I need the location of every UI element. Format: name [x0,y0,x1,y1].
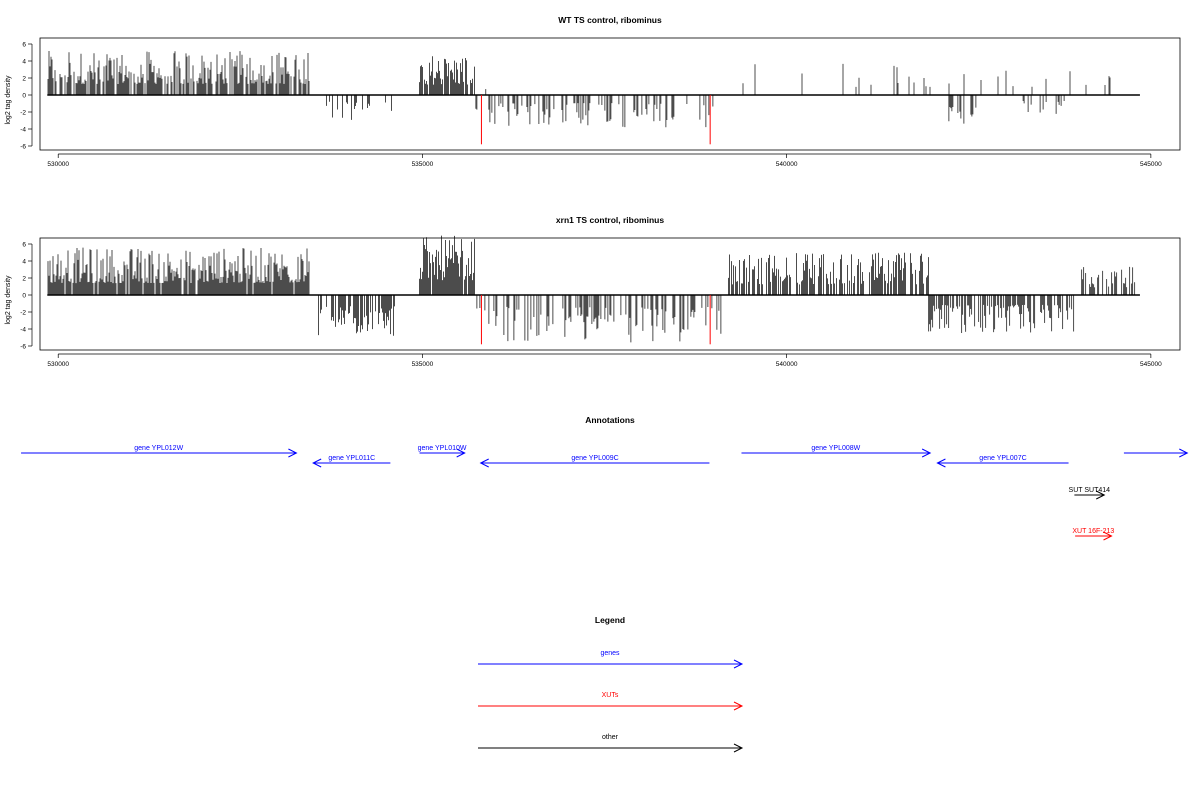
y-tick-label: 6 [22,42,26,49]
plot-frame [39,37,1181,151]
y-tick-label: -4 [20,327,26,334]
track-panel-xrn1: xrn1 TS control, ribominus log2 tag dens… [5,215,1181,369]
feature-arrow-arrowhead [1096,490,1106,500]
track-bars [47,235,1140,345]
feature-arrow-arrowhead [921,448,932,458]
y-tick-label: 6 [22,242,26,249]
x-tick-label: 545000 [1140,361,1162,368]
feature-arrow-arrowhead [936,458,946,468]
feature: gene YPL010W [418,445,467,458]
panel-title: xrn1 TS control, ribominus [556,215,664,225]
feature: SUT SUT414 [1069,487,1111,500]
feature-label: gene YPL008W [811,445,860,452]
y-tick-label: 0 [22,293,26,300]
x-tick-label: 535000 [412,161,434,168]
plot-frame [39,237,1181,351]
feature: gene YPL007C [936,455,1069,468]
feature: gene YPL009C [479,455,710,468]
panel-title: WT TS control, ribominus [558,15,662,25]
track-axes: -6 -4 -2 0 2 4 6 530000 535000 540000 545000 [20,242,1162,369]
feature-label: gene YPL010W [418,445,467,452]
x-tick-label: 535000 [412,361,434,368]
legend-label: XUTs [602,692,619,699]
y-tick-label: 4 [22,59,26,66]
feature-label: SUT SUT414 [1069,487,1111,494]
x-tick-label: 540000 [776,161,798,168]
feature-arrow-arrowhead [312,458,322,468]
track-bars [47,51,1140,145]
feature: gene YPL011C [312,455,391,468]
feature-arrow-arrowhead [288,448,298,458]
y-tick-label: -6 [20,144,26,151]
legend-arrow-arrowhead [733,701,744,711]
legend-items: genes XUTs other [478,650,744,753]
legend-item: other [478,734,744,753]
feature: XUT 16F-213 [1072,528,1114,541]
feature-label: gene YPL011C [328,455,375,462]
y-axis-label: log2 tag density [5,275,12,325]
feature: gene YPL012W [21,445,298,458]
x-tick-label: 530000 [47,161,69,168]
y-tick-label: -2 [20,110,26,117]
y-axis-label: log2 tag density [5,75,12,125]
feature-arrow-arrowhead [1179,448,1189,458]
feature-track: gene YPL012W gene YPL011C gene YPL010W gene… [21,445,1189,541]
x-tick-label: 540000 [776,361,798,368]
feature-label: gene YPL012W [134,445,183,452]
feature-arrow-arrowhead [479,458,489,468]
y-tick-label: 2 [22,76,26,83]
legend-item: XUTs [478,692,744,711]
feature: gene YPL008W [741,445,932,458]
legend-item: genes [478,650,744,669]
annotations-title: Annotations [585,415,635,425]
feature-label: gene YPL009C [571,455,618,462]
feature-arrow-arrowhead [1103,531,1113,541]
y-tick-label: -4 [20,127,26,134]
legend-label: other [602,734,619,741]
y-tick-label: -2 [20,310,26,317]
x-tick-label: 545000 [1140,161,1162,168]
legend-arrow-arrowhead [733,659,744,669]
feature-arrow-arrowhead [456,448,466,458]
y-tick-label: 0 [22,93,26,100]
y-tick-label: 4 [22,259,26,266]
legend-label: genes [600,650,620,657]
legend-title: Legend [595,615,625,625]
feature-label: XUT 16F-213 [1072,528,1114,535]
feature-label: gene YPL007C [979,455,1026,462]
track-axes: -6 -4 -2 0 2 4 6 530000 535000 540000 545000 [20,42,1162,169]
y-tick-label: -6 [20,344,26,351]
track-panel-wt: WT TS control, ribominus log2 tag densit… [5,15,1181,169]
feature [1123,448,1189,458]
legend-panel: Legend genes XUTs other [478,615,744,753]
legend-arrow-arrowhead [733,743,744,753]
y-tick-label: 2 [22,276,26,283]
x-tick-label: 530000 [47,361,69,368]
